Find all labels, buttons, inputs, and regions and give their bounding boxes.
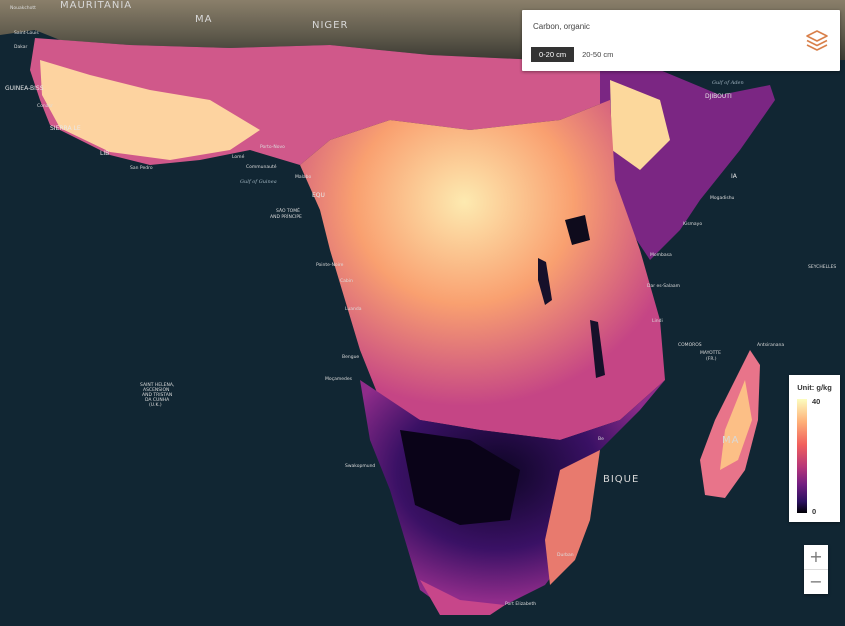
layer-panel: Carbon, organic 0-20 cm 20-50 cm <box>522 10 840 71</box>
label-benguela: Bengue <box>342 354 359 360</box>
lake-malawi <box>590 320 605 378</box>
legend-max-value: 40 <box>812 397 821 406</box>
zoom-out-button[interactable]: − <box>809 572 823 591</box>
ethiopian-highlands <box>610 80 670 170</box>
lake-victoria <box>565 215 590 245</box>
label-equatorial: EQU <box>312 192 325 199</box>
label-swakopmund: Swakopmund <box>345 463 375 469</box>
label-antsiranana: Antsiranana <box>757 342 784 348</box>
label-lome: Lomé <box>232 153 245 160</box>
label-porto-novo: Porto-Novo <box>260 144 285 150</box>
label-saint-helena-3: AND TRISTAN <box>142 392 172 398</box>
west-coast-bright <box>40 60 260 160</box>
kalahari <box>400 430 520 525</box>
legend: Unit: g/kg 40 0 <box>789 375 840 522</box>
label-cabinda: Cabin <box>340 278 353 284</box>
label-niger: NIGER <box>312 20 348 31</box>
label-gulf-of-guinea: Gulf of Guinea <box>240 179 277 185</box>
label-mogadishu: Mogadishu <box>710 195 735 201</box>
label-gulf-of-aden: Gulf of Aden <box>712 80 744 86</box>
label-mozambique: BIQUE <box>603 474 639 485</box>
label-mocamedes: Moçamedes <box>325 376 353 382</box>
label-sao-tome: SÃO TOMÉ <box>276 206 300 214</box>
lake-tanganyika <box>538 258 552 305</box>
label-mauritania: MAURITANIA <box>60 0 132 11</box>
label-saint-helena-4: DA CUNHA <box>145 397 170 403</box>
label-dar-es-salaam: Dar es-Salaam <box>647 283 680 289</box>
label-port-elizabeth: Port Elizabeth <box>505 601 536 607</box>
legend-title: Unit: g/kg <box>797 383 832 392</box>
layer-title: Carbon, organic <box>533 22 590 31</box>
label-lindi: Lindi <box>652 318 663 324</box>
label-mali: MA <box>195 14 212 25</box>
label-seychelles: SEYCHELLES <box>808 264 836 270</box>
label-principe: AND PRÍNCIPE <box>270 213 302 220</box>
label-kismayo: Kismayo <box>683 221 702 227</box>
label-saint-helena-1: SAINT HELENA, <box>140 382 174 388</box>
label-nouakchott: Nouakchott <box>10 5 36 11</box>
layers-icon[interactable] <box>804 28 830 54</box>
zoom-in-button[interactable]: + <box>804 545 828 570</box>
depth-tab-0-20[interactable]: 0-20 cm <box>531 47 575 62</box>
label-sierra-leone: SIERRA LE <box>50 125 81 132</box>
label-conakry: Conakr <box>37 103 53 109</box>
label-somalia: IA <box>731 173 738 180</box>
depth-tab-20-50[interactable]: 20-50 cm <box>574 47 622 62</box>
label-malabo: Malabo <box>295 174 312 180</box>
label-saint-helena-2: ASCENSION <box>143 387 169 393</box>
central-africa <box>300 100 665 440</box>
label-dakar: Dakar <box>14 44 28 50</box>
label-mombasa: Mombasa <box>650 252 672 258</box>
label-san-pedro: San Pedro <box>130 165 153 171</box>
label-saint-helena-5: (U.K.) <box>149 402 162 408</box>
label-mayotte-2: (FR.) <box>706 356 717 362</box>
zoom-control: + − <box>804 545 828 594</box>
label-madagascar: MA <box>722 435 739 446</box>
label-saint-louis: Saint-Louis <box>14 30 39 36</box>
label-guinea-bissau: GUINEA-BISS <box>5 85 44 92</box>
label-pointe-noire: Pointe-Noire <box>316 262 344 268</box>
southeast-coast <box>545 450 600 585</box>
label-mayotte-1: MAYOTTE <box>700 350 721 356</box>
depth-tabs: 0-20 cm 20-50 cm <box>531 47 622 62</box>
label-djibouti: DJIBOUTI <box>705 93 732 100</box>
label-beira: Be <box>598 436 604 442</box>
madagascar-highlands <box>720 380 752 470</box>
cape-region <box>420 580 505 615</box>
label-comoros: COMOROS <box>678 342 702 348</box>
legend-color-ramp <box>797 399 807 513</box>
label-durban: Durban <box>557 552 574 558</box>
legend-min-value: 0 <box>812 507 817 516</box>
label-liberia: LIB <box>100 150 109 157</box>
label-communaute: Communauté <box>246 163 277 170</box>
label-luanda: Luanda <box>345 306 362 312</box>
